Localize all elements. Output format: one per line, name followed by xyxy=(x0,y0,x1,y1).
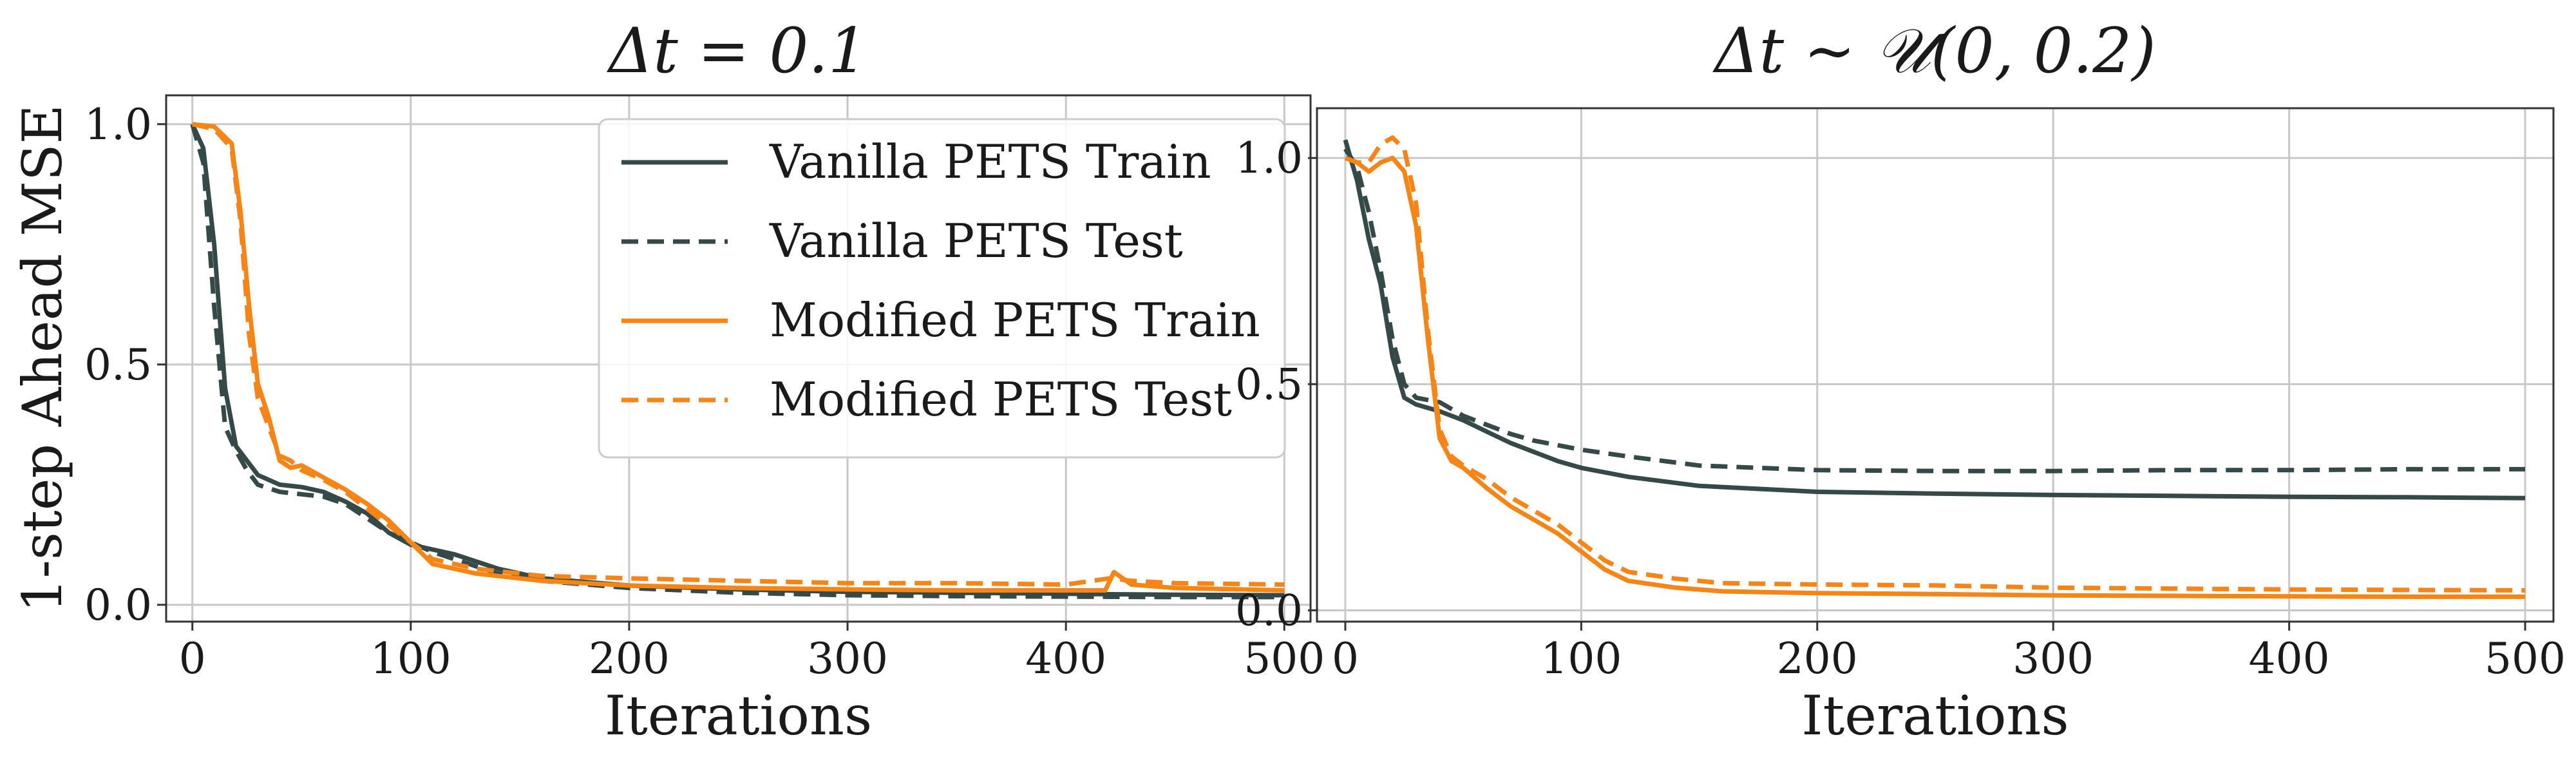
series-group xyxy=(1343,135,2526,599)
x-tick-label: 300 xyxy=(807,634,888,683)
chart-title: Δt ∼ 𝒰(0, 0.2) xyxy=(1712,15,2155,87)
x-tick-label: 200 xyxy=(1777,634,1858,683)
legend-label: Vanilla PETS Test xyxy=(769,214,1183,268)
x-tick-label: 300 xyxy=(2012,634,2094,683)
chart-title: Δt = 0.1 xyxy=(606,15,867,87)
legend-entry: Vanilla PETS Train xyxy=(621,135,1211,189)
x-tick-label: 0 xyxy=(1332,634,1359,683)
y-tick-label: 0.5 xyxy=(1235,359,1303,409)
legend-entry: Modified PETS Train xyxy=(621,293,1260,347)
x-tick-label: 0 xyxy=(179,634,206,683)
legend-label: Modified PETS Test xyxy=(770,372,1232,426)
legend-box xyxy=(598,118,1286,459)
plot-frame xyxy=(165,94,1312,623)
x-tick-label: 500 xyxy=(2485,634,2566,683)
legend-entry: Vanilla PETS Test xyxy=(621,214,1183,268)
legend: Vanilla PETS Train Vanilla PETS Test Modif… xyxy=(598,118,1286,459)
series-group xyxy=(190,122,1285,600)
plot-frame xyxy=(1316,107,2555,623)
series-line-modified-pets-train xyxy=(1344,155,2525,599)
y-tick-label: 0.0 xyxy=(1235,586,1303,635)
x-axis-label: Iterations xyxy=(605,684,872,747)
x-tick-label: 200 xyxy=(589,634,670,683)
series-line-vanilla-pets-test xyxy=(190,123,1285,600)
y-axis-label: 1-step Ahead MSE xyxy=(11,104,74,613)
x-tick-label: 100 xyxy=(1540,634,1622,683)
y-tick-label: 1.0 xyxy=(84,100,152,149)
series-line-vanilla-pets-train xyxy=(1343,139,2526,501)
series-line-vanilla-pets-test xyxy=(1343,148,2525,473)
legend-label: Modified PETS Train xyxy=(770,293,1260,347)
x-tick-label: 100 xyxy=(370,634,451,683)
legend-label: Vanilla PETS Train xyxy=(769,135,1211,189)
legend-entry: Modified PETS Test xyxy=(621,372,1232,426)
x-tick-label: 400 xyxy=(2249,634,2330,683)
y-tick-label: 1.0 xyxy=(1235,133,1303,183)
series-line-modified-pets-test xyxy=(1344,135,2526,593)
x-tick-label: 400 xyxy=(1025,634,1106,683)
y-tick-label: 0.0 xyxy=(84,580,152,630)
y-tick-label: 0.5 xyxy=(84,340,152,390)
series-line-modified-pets-test xyxy=(191,122,1285,587)
x-axis-label: Iterations xyxy=(1801,684,2069,747)
x-tick-label: 500 xyxy=(1244,634,1325,683)
